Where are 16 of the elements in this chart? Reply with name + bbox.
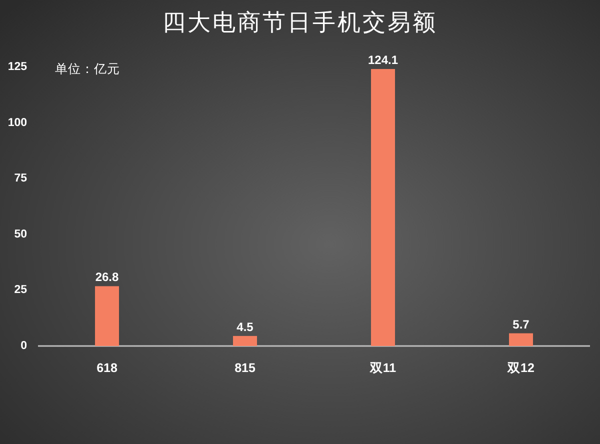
data-label: 4.5 <box>236 320 254 334</box>
annotation: 单位：亿元 <box>55 62 120 76</box>
data-label: 5.7 <box>512 317 530 332</box>
title: 四大电商节日手机交易额 <box>162 9 438 35</box>
x-tick: 双11 <box>370 361 396 375</box>
y-tick: 50 <box>14 228 27 240</box>
x-tick: 815 <box>234 361 256 375</box>
y-tick: 25 <box>14 284 27 296</box>
x-tick: 618 <box>96 361 118 375</box>
data-label: 124.1 <box>368 53 398 67</box>
x-tick: 双12 <box>508 361 534 375</box>
y-tick: 0 <box>20 340 27 352</box>
y-tick: 125 <box>8 61 27 74</box>
data-label: 26.8 <box>95 270 119 284</box>
y-tick: 100 <box>8 116 27 129</box>
y-tick: 75 <box>14 172 27 185</box>
